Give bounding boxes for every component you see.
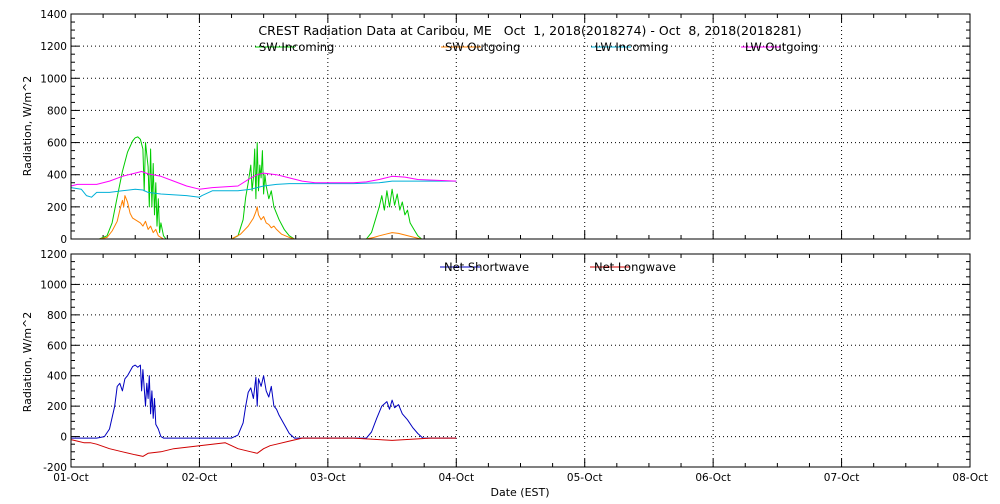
y-tick-label: 1000	[40, 279, 67, 291]
y-tick-label: 400	[47, 170, 67, 182]
panel-1-frame	[70, 13, 971, 240]
chart-title: CREST Radiation Data at Caribou, ME Oct …	[258, 23, 801, 38]
series-line-sw-incoming	[99, 136, 422, 240]
series-line-sw-outgoing	[99, 195, 422, 240]
legend-label: LW Incoming	[595, 40, 668, 54]
y-tick-label: 200	[47, 202, 67, 214]
legend-label: SW Incoming	[259, 40, 334, 54]
panel-2-legend: Net Shortwave Net Longwave	[440, 260, 676, 274]
x-tick-label: 03-Oct	[310, 472, 346, 484]
x-tick-label: 04-Oct	[438, 472, 474, 484]
y-tick-label: 1400	[40, 9, 67, 21]
panel-1-ticks: 0 200 400 600 800 1000 1200 1400	[40, 9, 971, 246]
y-tick-label: 1200	[40, 41, 67, 53]
y-tick-label: 400	[47, 371, 67, 383]
panel-1-legend: SW Incoming SW Outgoing LW Incoming LW Outg…	[255, 40, 818, 54]
panel-net-radiation: -200 0 200 400 600 800 1000 1200 Radiation, W/m…	[21, 249, 988, 499]
panel-radiation-components: 0 200 400 600 800 1000 1200 1400 CREST Radiatio…	[21, 9, 971, 246]
x-axis-label: Date (EST)	[490, 486, 549, 499]
y-tick-label: 0	[60, 234, 67, 246]
y-tick-label: -200	[43, 462, 67, 474]
legend-label: SW Outgoing	[445, 40, 520, 54]
y-tick-label: 800	[47, 105, 67, 117]
x-tick-label: 08-Oct	[952, 472, 988, 484]
y-tick-label: 1200	[40, 249, 67, 261]
x-tick-label: 01-Oct	[53, 472, 89, 484]
panel-2-ylabel: Radiation, W/m^2	[21, 312, 34, 413]
series-line-lw-incoming	[70, 180, 457, 198]
series-line-lw-outgoing	[70, 171, 457, 190]
x-tick-label: 06-Oct	[695, 472, 731, 484]
panel-1-series	[70, 136, 457, 240]
legend-label: LW Outgoing	[745, 40, 818, 54]
y-tick-label: 600	[47, 138, 67, 150]
panel-2-series	[70, 364, 457, 457]
x-tick-label: 07-Oct	[824, 472, 860, 484]
y-tick-label: 800	[47, 310, 67, 322]
y-tick-label: 1000	[40, 73, 67, 85]
legend-label: Net Shortwave	[444, 260, 529, 274]
x-tick-label: 05-Oct	[567, 472, 603, 484]
legend-label: Net Longwave	[594, 260, 676, 274]
y-tick-label: 0	[60, 432, 67, 444]
y-tick-label: 600	[47, 340, 67, 352]
x-tick-labels: 01-Oct 02-Oct 03-Oct 04-Oct 05-Oct 06-Oct 07-O…	[53, 472, 988, 484]
panel-2-frame	[70, 253, 971, 468]
y-tick-label: 200	[47, 401, 67, 413]
panel-2-ticks: -200 0 200 400 600 800 1000 1200	[40, 249, 971, 474]
panel-1-grid	[71, 14, 970, 239]
series-line-net-shortwave	[71, 364, 457, 439]
series-line-net-longwave	[70, 437, 457, 457]
panel-1-ylabel: Radiation, W/m^2	[21, 76, 34, 177]
x-tick-label: 02-Oct	[182, 472, 218, 484]
